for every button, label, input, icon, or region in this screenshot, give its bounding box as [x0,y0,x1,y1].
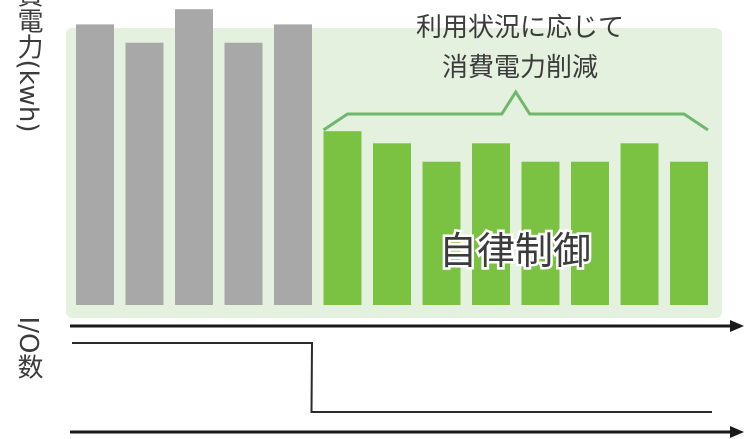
bar-4 [274,24,312,306]
bar-11 [620,143,659,305]
power-axis-label: 消費電力(kwh) [13,0,43,133]
annotation-line-2: 消費電力削減 [442,53,598,83]
annotation-line-1: 利用状況に応じて [416,13,624,43]
bar-10 [571,161,609,305]
bar-12 [670,161,708,305]
bar-8 [472,143,510,305]
io-x-axis-arrowhead [730,426,744,438]
control-label: 自律制御 [439,229,591,273]
bar-3 [224,42,263,305]
bar-2 [175,9,213,305]
bar-5 [323,131,362,305]
bar-7 [422,161,461,305]
power-x-axis-arrowhead [730,320,744,332]
annotation-brace [322,89,709,132]
io-line [72,342,712,413]
bar-6 [373,143,411,305]
bar-0 [76,24,114,306]
bar-9 [521,161,560,305]
io-axis-label: I/O数 [13,317,43,380]
bar-1 [125,42,164,305]
x-axis [70,320,744,438]
bars [76,9,708,306]
